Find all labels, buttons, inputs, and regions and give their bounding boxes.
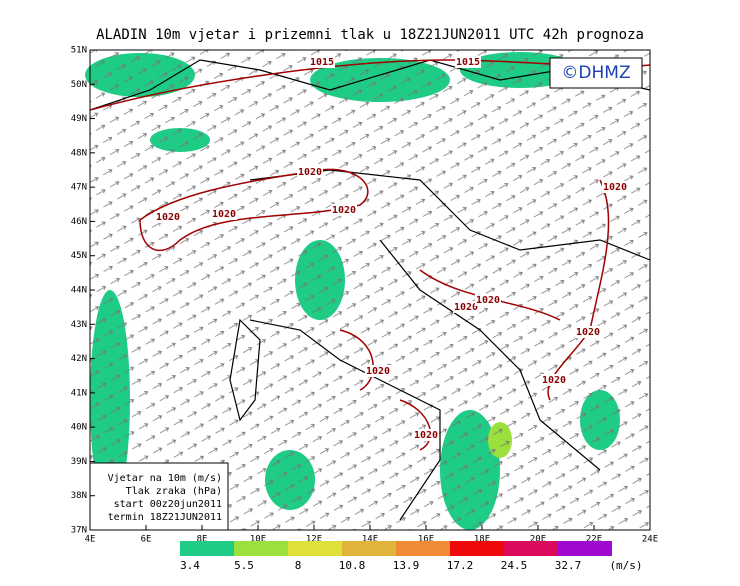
isobar-label: 1020 (332, 205, 356, 216)
lat-label: 37N (71, 526, 87, 536)
lat-label: 38N (71, 491, 87, 501)
colorbar-segment (450, 541, 504, 556)
lon-label: 24E (642, 535, 658, 545)
lon-label: 6E (141, 535, 152, 545)
colorbar-label: 13.9 (393, 559, 420, 572)
lon-label: 4E (85, 535, 96, 545)
colorbar-label: 24.5 (501, 559, 528, 572)
lat-label: 40N (71, 423, 87, 433)
logo: ©DHMZ (561, 63, 630, 83)
isobar-label: 1020 (212, 209, 236, 220)
colorbar-unit: (m/s) (609, 559, 642, 572)
colorbar-label: 3.4 (180, 559, 200, 572)
isobar-label: 1020 (298, 167, 322, 178)
lat-label: 49N (71, 114, 87, 124)
lat-label: 41N (71, 388, 87, 398)
isobar-label: 1020 (542, 375, 566, 386)
weather-map-page: ALADIN 10m vjetar i prizemni tlak u 18Z2… (0, 0, 740, 582)
info-line: start 00z20jun2011 (114, 499, 222, 510)
colorbar-segment (180, 541, 234, 556)
isobar-label: 1015 (456, 57, 480, 68)
lat-label: 51N (71, 46, 87, 56)
isobar-label: 1020 (414, 430, 438, 441)
lat-label: 47N (71, 183, 87, 193)
lat-label: 48N (71, 148, 87, 158)
colorbar-label: 17.2 (447, 559, 474, 572)
isobar-label: 1020 (576, 327, 600, 338)
colorbar-label: 8 (295, 559, 302, 572)
isobar-label: 1015 (310, 57, 334, 68)
lat-label: 39N (71, 457, 87, 467)
colorbar-segment (288, 541, 342, 556)
info-line: termin 18Z21JUN2011 (108, 512, 222, 523)
lat-label: 44N (71, 286, 87, 296)
colorbar-label: 10.8 (339, 559, 366, 572)
wind-vectors (90, 50, 650, 530)
isobar-label: 1020 (476, 295, 500, 306)
lat-label: 42N (71, 354, 87, 364)
colorbar-segment (504, 541, 558, 556)
lat-label: 50N (71, 80, 87, 90)
isobar-label: 1020 (156, 212, 180, 223)
colorbar-segment (342, 541, 396, 556)
lat-label: 43N (71, 320, 87, 330)
colorbar-segment (396, 541, 450, 556)
colorbar-label: 32.7 (555, 559, 582, 572)
title: ALADIN 10m vjetar i prizemni tlak u 18Z2… (96, 27, 644, 43)
isobar-label: 1020 (454, 302, 478, 313)
isobar-label: 1020 (366, 366, 390, 377)
isobar-label: 1020 (603, 182, 627, 193)
colorbar-segment (234, 541, 288, 556)
colorbar-label: 5.5 (234, 559, 254, 572)
info-line: Tlak zraka (hPa) (126, 486, 222, 497)
colorbar-segment (558, 541, 612, 556)
info-line: Vjetar na 10m (m/s) (108, 473, 222, 484)
lat-label: 46N (71, 217, 87, 227)
lat-label: 45N (71, 251, 87, 261)
